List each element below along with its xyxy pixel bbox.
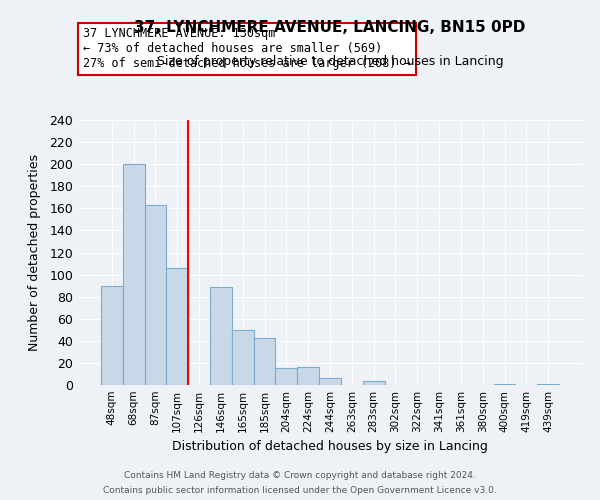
Bar [275,368,297,385]
X-axis label: Distribution of detached houses by size in Lancing: Distribution of detached houses by size … [172,440,488,454]
Bar [494,384,515,385]
Bar [297,368,319,385]
Text: 37, LYNCHMERE AVENUE, LANCING, BN15 0PD: 37, LYNCHMERE AVENUE, LANCING, BN15 0PD [134,20,526,35]
Text: Contains HM Land Registry data © Crown copyright and database right 2024.: Contains HM Land Registry data © Crown c… [124,471,476,480]
Text: 37 LYNCHMERE AVENUE: 130sqm
← 73% of detached houses are smaller (569)
27% of se: 37 LYNCHMERE AVENUE: 130sqm ← 73% of det… [83,27,411,70]
Bar [537,384,559,385]
Bar [166,268,188,385]
Bar [210,286,232,385]
Bar [145,205,166,385]
Text: Contains public sector information licensed under the Open Government Licence v3: Contains public sector information licen… [103,486,497,495]
Text: Size of property relative to detached houses in Lancing: Size of property relative to detached ho… [157,55,503,68]
Bar [319,378,341,385]
Bar [101,286,123,385]
Bar [254,338,275,385]
Y-axis label: Number of detached properties: Number of detached properties [28,154,41,351]
Bar [123,164,145,385]
Bar [363,380,385,385]
Bar [232,330,254,385]
